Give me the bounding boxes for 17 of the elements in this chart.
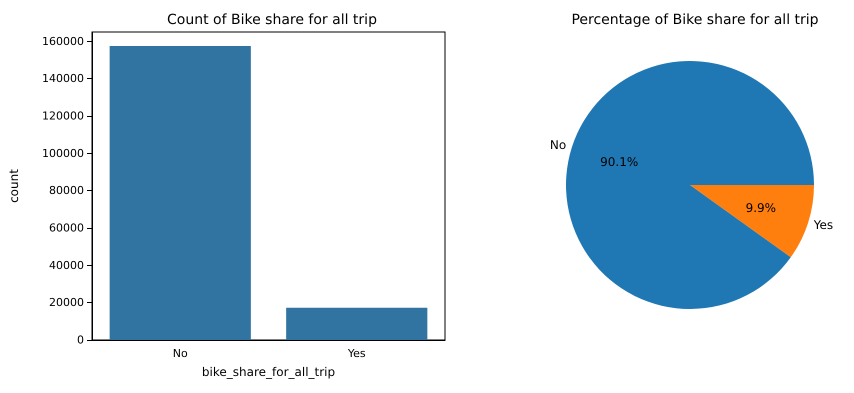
chart-title: Percentage of Bike share for all trip (571, 12, 819, 28)
x-axis-title: bike_share_for_all_trip (202, 365, 336, 379)
data-label: 90.1% (600, 155, 638, 170)
y-tick-label: 140000 (42, 72, 84, 86)
y-axis-title: count (7, 168, 21, 203)
y-tick-label: 0 (77, 334, 84, 346)
y-tick-label: 160000 (42, 34, 84, 48)
y-tick-label: 60000 (49, 222, 84, 234)
y-tick-label: 80000 (49, 184, 84, 198)
chart-title: Count of Bike share for all trip (167, 12, 378, 28)
y-tick-label: 120000 (42, 110, 84, 122)
slice-label: Yes (812, 218, 834, 232)
slice-label: No (550, 138, 566, 152)
y-tick-label: 100000 (42, 146, 84, 160)
y-tick-label: 20000 (49, 296, 84, 310)
y-tick-label: 40000 (49, 258, 84, 272)
data-label: 9.9% (746, 200, 776, 215)
